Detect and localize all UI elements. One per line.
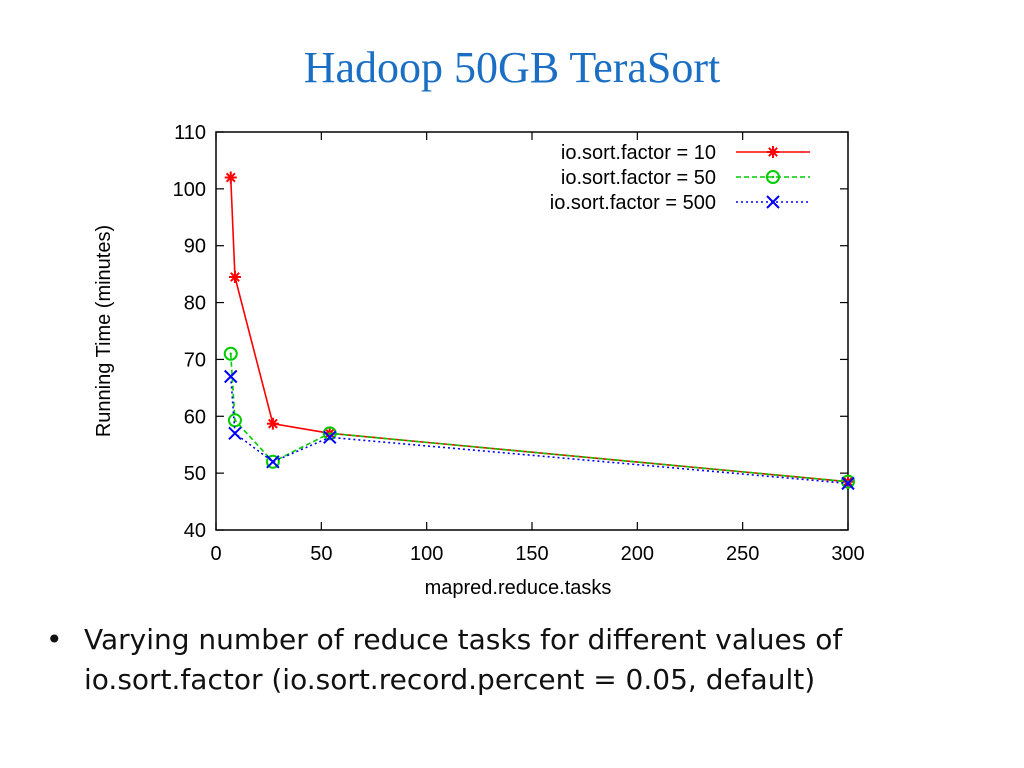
series-3-point xyxy=(224,369,238,384)
y-tick-label: 70 xyxy=(184,349,206,371)
legend-label-3: io.sort.factor = 500 xyxy=(550,192,716,214)
bullet-text: Varying number of reduce tasks for diffe… xyxy=(84,623,843,696)
bullet-list: • Varying number of reduce tasks for dif… xyxy=(46,620,996,700)
series-1-point xyxy=(224,171,237,184)
series-3-point xyxy=(228,426,242,441)
x-axis-label: mapred.reduce.tasks xyxy=(425,577,612,599)
series-3-point xyxy=(841,476,855,491)
plot-frame xyxy=(215,131,849,531)
y-tick-label: 40 xyxy=(184,520,206,542)
y-axis-label: Running Time (minutes) xyxy=(93,225,115,437)
x-tick-label: 150 xyxy=(515,543,548,565)
series-line-2 xyxy=(229,353,849,483)
series-line-3 xyxy=(229,376,849,485)
series-2-point xyxy=(227,413,242,428)
series-2-point xyxy=(322,426,337,441)
legend-marker-1 xyxy=(767,146,779,158)
running-time-chart: 40 50 60 70 80 90 100 110 0 50 100 150 200 250 300 mapr… xyxy=(93,122,865,599)
x-tick-label: 100 xyxy=(410,543,443,565)
y-tick-label: 80 xyxy=(184,293,206,315)
y-tick-label: 60 xyxy=(184,406,206,428)
x-tick-label: 50 xyxy=(310,543,332,565)
series-1-point xyxy=(266,417,279,430)
bullet-dot: • xyxy=(46,623,63,656)
series-3-point xyxy=(323,430,337,445)
y-tick-label: 50 xyxy=(184,463,206,485)
series-3-point xyxy=(266,455,280,469)
legend-label-1: io.sort.factor = 10 xyxy=(561,142,716,164)
x-tick-label: 200 xyxy=(621,543,654,565)
x-tick-label: 250 xyxy=(726,543,759,565)
slide-title: Hadoop 50GB TeraSort xyxy=(303,43,721,92)
series-1-point xyxy=(228,270,241,283)
legend-marker-2 xyxy=(766,170,780,184)
y-tick-label: 100 xyxy=(173,179,206,201)
legend-marker-3 xyxy=(766,195,780,209)
x-tick-label: 0 xyxy=(210,543,221,565)
y-tick-label: 90 xyxy=(184,236,206,258)
legend-label-2: io.sort.factor = 50 xyxy=(561,167,716,189)
y-tick-label: 110 xyxy=(174,122,206,144)
series-2-point xyxy=(223,346,238,361)
x-tick-label: 300 xyxy=(831,543,864,565)
